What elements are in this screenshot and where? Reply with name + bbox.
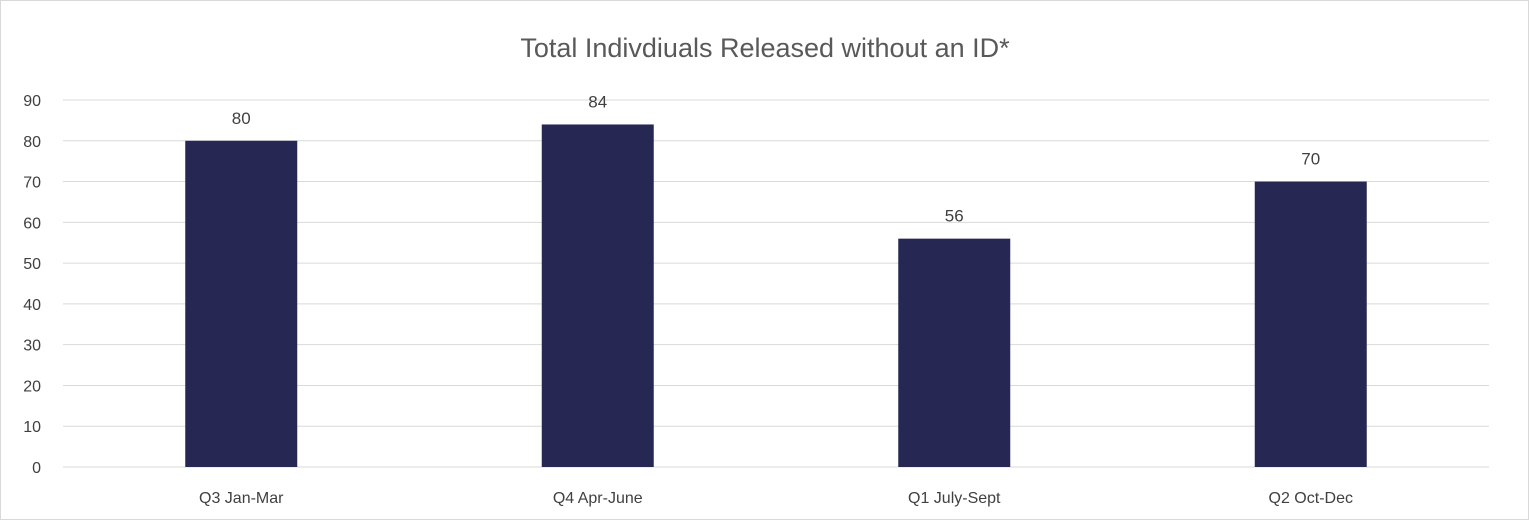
y-tick-label: 40 bbox=[23, 297, 41, 314]
x-axis-categories: Q3 Jan-Mar Q4 Apr-June Q1 July-Sept Q2 Oct-… bbox=[199, 490, 1353, 507]
y-tick-label: 0 bbox=[32, 460, 41, 477]
bar bbox=[1254, 181, 1367, 468]
x-category-label: Q4 Apr-June bbox=[553, 490, 643, 507]
bars bbox=[185, 124, 1367, 468]
data-labels: 80 84 56 70 bbox=[232, 92, 1320, 225]
gridlines bbox=[63, 99, 1489, 468]
y-tick-label: 20 bbox=[23, 378, 41, 395]
bar bbox=[185, 140, 298, 467]
y-tick-label: 10 bbox=[23, 419, 41, 436]
data-label: 56 bbox=[945, 207, 964, 226]
x-category-label: Q3 Jan-Mar bbox=[199, 490, 284, 507]
bar bbox=[898, 238, 1011, 467]
x-category-label: Q2 Oct-Dec bbox=[1269, 490, 1353, 507]
y-tick-label: 90 bbox=[23, 93, 41, 110]
data-label: 70 bbox=[1301, 150, 1320, 169]
y-tick-label: 80 bbox=[23, 134, 41, 151]
y-tick-label: 50 bbox=[23, 256, 41, 273]
data-label: 84 bbox=[588, 92, 607, 111]
data-label: 80 bbox=[232, 109, 251, 128]
y-axis-ticks: 0 10 20 30 40 50 60 70 80 90 bbox=[23, 93, 41, 477]
y-tick-label: 30 bbox=[23, 338, 41, 355]
bar bbox=[541, 124, 654, 467]
y-tick-label: 60 bbox=[23, 215, 41, 232]
chart-title: Total Indivdiuals Released without an ID… bbox=[520, 33, 1010, 63]
y-tick-label: 70 bbox=[23, 175, 41, 192]
x-category-label: Q1 July-Sept bbox=[908, 490, 1001, 507]
